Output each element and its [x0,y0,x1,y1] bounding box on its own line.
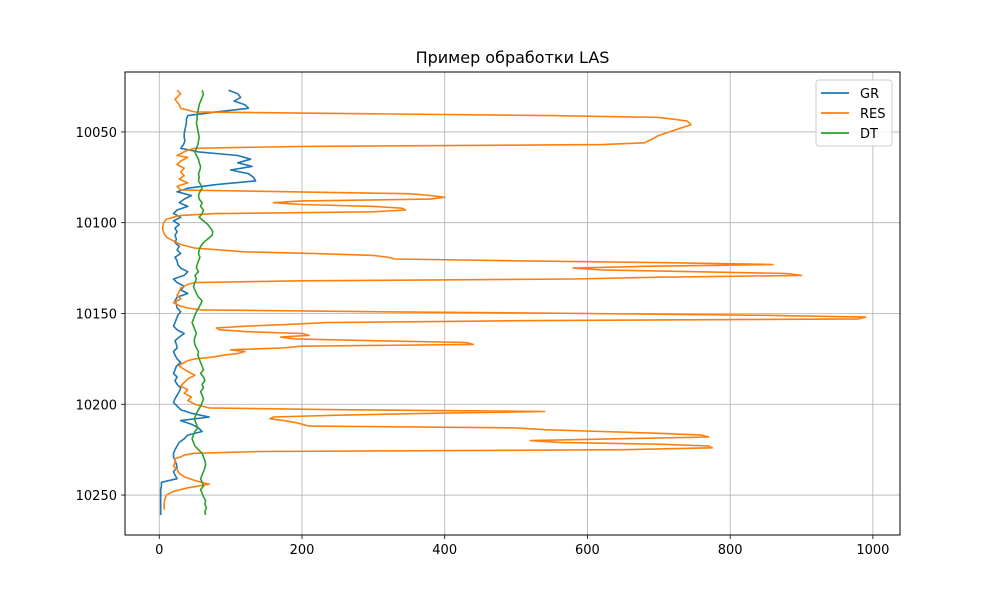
x-tick-label: 200 [290,543,315,558]
legend-label-dt: DT [860,127,878,142]
y-tick-label: 10150 [76,307,117,322]
legend: GR RES DT [815,79,893,147]
series-line-dt [191,89,214,516]
series-line-res [162,89,867,510]
grid [125,72,900,535]
legend-label-gr: GR [860,87,879,102]
x-tick-label: 1000 [856,543,889,558]
x-tick-label: 400 [432,543,457,558]
y-tick-label: 10250 [76,489,117,504]
y-tick-label: 10050 [76,126,117,141]
x-tick-label: 800 [718,543,743,558]
series-group [159,89,867,516]
y-tick-label: 10100 [76,217,117,232]
y-axis: 10050 10100 10150 10200 10250 [76,126,125,504]
legend-box [815,79,893,147]
chart-title: Пример обработки LAS [416,48,610,67]
legend-label-res: RES [860,107,886,122]
series-line-gr [159,89,257,515]
x-tick-label: 0 [155,543,163,558]
plot-area-frame [124,71,901,536]
x-tick-label: 600 [575,543,600,558]
y-tick-label: 10200 [76,398,117,413]
x-axis: 0 200 400 600 800 1000 [155,535,889,558]
